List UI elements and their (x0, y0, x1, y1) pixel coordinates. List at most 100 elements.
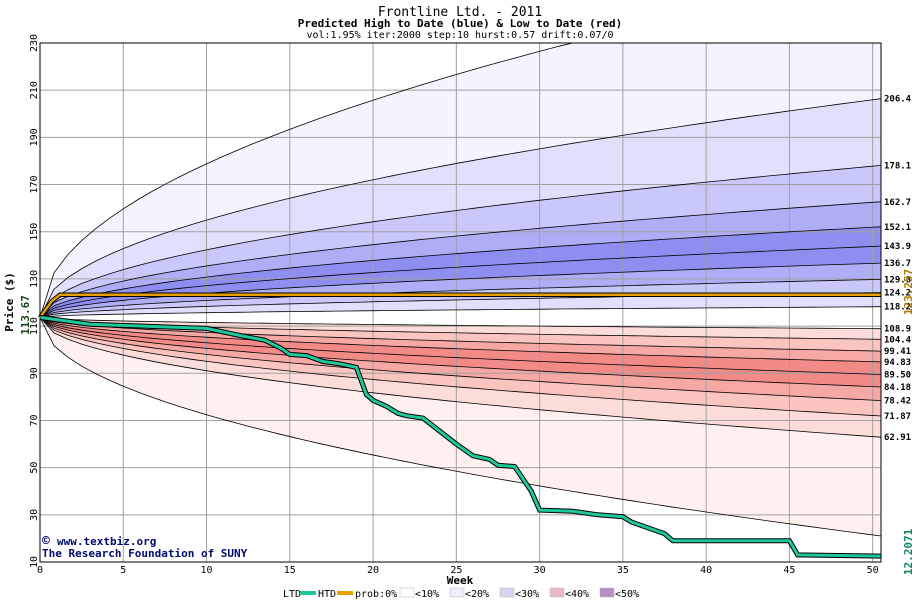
contour-line-78.42 (39, 317, 882, 401)
contour-line-129.8 (39, 279, 882, 318)
y-tick-label-190: 190 (29, 128, 40, 146)
legend-swatch-1 (399, 587, 415, 598)
x-tick-label-25: 25 (450, 565, 462, 576)
low-band-84.18 (40, 317, 881, 401)
contour-line-84.18 (39, 317, 882, 388)
x-tick-label-15: 15 (284, 565, 296, 576)
probability-bands (40, 43, 881, 536)
copyright-symbol: © (42, 534, 50, 549)
low-band-104.4 (40, 317, 881, 352)
contour-label-162.7: 162.7 (884, 198, 911, 208)
plot-frame (39, 42, 882, 563)
legend-swatch-4 (549, 587, 565, 598)
contour-line-71.87 (39, 317, 882, 417)
contour-line-89.50 (39, 317, 882, 375)
high-band-206.4 (40, 43, 881, 318)
legend-prob-label: prob:0% (355, 589, 397, 600)
x-tick-label-5: 5 (120, 565, 126, 576)
contour-label-118.2: 118.2 (884, 303, 911, 313)
y-axis-ticks: 10 30 50 70 90 110 130 150 170 190 210 230 (29, 34, 40, 568)
high-band-136.7 (40, 246, 881, 318)
chart-subtitle: Predicted High to Date (blue) & Low to D… (298, 17, 623, 30)
legend-ltd-label: LTD (283, 589, 301, 600)
y-tick-label-110: 110 (29, 317, 40, 335)
y-tick-label-30: 30 (29, 509, 40, 521)
series (38, 292, 882, 559)
contour-line-143.9 (39, 245, 882, 318)
contour-line-118.2 (39, 306, 882, 318)
legend-htd-label: HTD (318, 589, 336, 600)
legend: LTD HTD prob:0% <10% <20% <30% <40% <50% (283, 587, 639, 600)
contour-line-outer-low (39, 317, 882, 537)
high-band-178.1 (40, 98, 881, 318)
x-tick-label-40: 40 (700, 565, 712, 576)
y-tick-label-130: 130 (29, 270, 40, 288)
credit: © www.textbiz.org The Research Foundatio… (42, 534, 248, 560)
contour-label-129.8: 129.8 (884, 275, 911, 285)
y-tick-label-230: 230 (29, 34, 40, 52)
x-tick-label-20: 20 (367, 565, 379, 576)
y-tick-label-90: 90 (29, 367, 40, 379)
contour-label-62.91: 62.91 (884, 433, 911, 443)
ltd-value-label: 12.2071 (902, 528, 915, 575)
y-tick-label-50: 50 (29, 462, 40, 474)
legend-entries: <10% <20% <30% <40% <50% (399, 587, 639, 600)
high-band-143.9 (40, 226, 881, 318)
chart-title: Frontline Ltd. - 2011 (378, 5, 542, 20)
contour-line-152.1 (39, 226, 882, 318)
contour-label-94.83: 94.83 (884, 358, 911, 368)
contour-label-108.9: 108.9 (884, 325, 911, 335)
contour-label-84.18: 84.18 (884, 383, 911, 393)
low-band-99.41 (40, 317, 881, 362)
contour-label-206.4: 206.4 (884, 95, 912, 105)
legend-swatch-2 (449, 587, 465, 598)
ltd-series-line (39, 315, 882, 558)
contour-label-178.1: 178.1 (884, 161, 911, 171)
y-axis-label: Price ($) (3, 272, 16, 332)
high-band-124.2 (40, 279, 881, 318)
contour-label-78.42: 78.42 (884, 397, 911, 407)
low-band-71.87 (40, 317, 881, 438)
x-tick-label-10: 10 (201, 565, 213, 576)
chart-params: vol:1.95% iter:2000 step:10 hurst:0.57 d… (306, 30, 613, 41)
high-band-162.7 (40, 165, 881, 318)
contour-label-152.1: 152.1 (884, 223, 911, 233)
htd-series-line (38, 293, 881, 319)
start-price-label: 113.67 (19, 295, 32, 335)
contour-line-62.91 (39, 317, 882, 438)
low-band-108.9 (40, 317, 881, 340)
low-band-94.83 (40, 317, 881, 375)
legend-swatch-5 (599, 587, 615, 598)
legend-entry-5: <50% (615, 589, 639, 600)
contour-label-99.41: 99.41 (884, 347, 911, 357)
x-axis-label: Week (447, 574, 474, 587)
x-tick-label-45: 45 (783, 565, 795, 576)
x-tick-label-30: 30 (534, 565, 546, 576)
credit-site: www.textbiz.org (57, 535, 156, 548)
low-band-62.91 (40, 317, 881, 536)
y-tick-label-10: 10 (29, 556, 40, 568)
legend-swatch-3 (499, 587, 515, 598)
x-tick-label-0: 0 (37, 565, 43, 576)
low-band-78.42 (40, 317, 881, 416)
legend-entry-3: <30% (515, 589, 539, 600)
x-tick-label-50: 50 (867, 565, 879, 576)
contour-label-71.87: 71.87 (884, 412, 911, 422)
contour-line-94.83 (39, 317, 882, 363)
contour-line-99.41 (39, 317, 882, 352)
low-band-89.50 (40, 317, 881, 387)
contour-label-124.2: 124.2 (884, 289, 911, 299)
htd-value-label: 123.257 (902, 269, 915, 315)
legend-entry-2: <20% (465, 589, 489, 600)
contour-line-162.7 (39, 201, 882, 318)
contour-line-206.4 (39, 98, 882, 318)
contour-label-136.7: 136.7 (884, 259, 911, 269)
y-tick-label-150: 150 (29, 223, 40, 241)
contour-label-104.4: 104.4 (884, 335, 912, 345)
y-tick-label-70: 70 (29, 414, 40, 426)
credit-org: The Research Foundation of SUNY (42, 547, 248, 560)
x-tick-label-35: 35 (617, 565, 629, 576)
contour-label-89.50: 89.50 (884, 370, 911, 380)
high-band-152.1 (40, 201, 881, 318)
